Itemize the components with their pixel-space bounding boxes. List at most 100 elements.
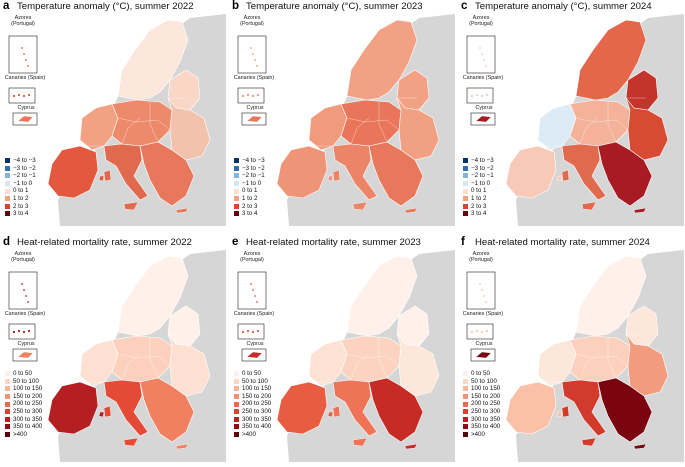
cyprus-island [475,115,492,123]
panel-letter: e [232,236,239,248]
canaries-island [241,330,245,334]
legend-swatch [234,203,239,209]
legend-swatch [463,196,468,202]
island-balkans [175,207,189,214]
legend-swatch [463,211,468,217]
legend-label: 200 to 250 [242,400,272,408]
azores-island [485,65,487,67]
island-balkans [175,443,189,450]
legend-item: −2 to −1 [463,172,494,180]
region-iberia [47,381,99,435]
legend-swatch [463,394,468,400]
azores-island [21,47,23,49]
island-south [103,169,112,182]
region-border [346,117,400,131]
region-balkans [139,141,195,207]
legend-label: 250 to 300 [242,407,272,415]
canaries-island [480,330,484,334]
panel-letter: d [3,236,11,248]
region-border [579,117,599,145]
azores-inset-frame [237,271,267,310]
legend-item: >400 [463,431,500,439]
island-south [581,437,597,447]
legend-item: −3 to −2 [234,165,265,173]
canaries-label: Canaries (Spain) [233,311,275,317]
legend-swatch [463,378,468,384]
canaries-island [241,94,245,98]
azores-island [479,283,481,285]
panel-letter: c [461,0,468,12]
legend-label: 100 to 150 [13,385,43,393]
azores-island [252,53,254,55]
legend-label: 0 to 1 [471,187,487,195]
azores-island [21,283,23,285]
europe-map [466,250,684,462]
azores-island [252,289,254,291]
legend-label: 2 to 3 [471,202,487,210]
region-south [332,143,378,201]
legend-item: >400 [234,431,271,439]
legend-swatch [5,424,10,430]
legend-item: 3 to 4 [234,210,265,218]
legend-item: −4 to −3 [463,157,494,165]
region-east [396,97,440,161]
panel-a: a Temperature anomaly (°C), summer 2022 Az… [0,0,226,226]
legend-swatch [234,386,239,392]
panel-b: b Temperature anomaly (°C), summer 2023 Az… [229,0,455,226]
legend-swatch [234,424,239,430]
legend-label: 250 to 300 [471,407,501,415]
legend-item: 3 to 4 [463,210,494,218]
legend-label: −1 to 0 [13,179,33,187]
legend-swatch [463,401,468,407]
canaries-island [12,94,16,98]
region-border [117,353,171,367]
canaries-label: Canaries (Spain) [233,75,275,81]
legend-item: 1 to 2 [463,195,494,203]
region-iberia [505,381,557,435]
map-legend: 0 to 50 50 to 100 100 to 150 150 to 200 200 … [5,370,42,438]
legend-item: 300 to 350 [463,416,500,424]
region-south [561,379,607,437]
island-iberia [98,175,105,182]
legend-swatch [463,181,468,187]
legend-label: −4 to −3 [13,157,36,164]
legend-swatch [5,432,10,438]
cyprus-label: Cyprus [475,341,493,347]
region-border [350,353,370,381]
region-east [167,333,211,397]
azores-island [481,289,483,291]
legend-swatch [463,203,468,209]
legend-item: 2 to 3 [5,203,36,211]
legend-item: 0 to 1 [463,187,494,195]
legend-label: 150 to 200 [242,392,272,400]
legend-item: 150 to 200 [234,393,271,401]
legend-swatch [463,409,468,415]
legend-swatch [463,158,468,164]
legend-item: 2 to 3 [463,203,494,211]
region-border [346,353,400,367]
cyprus-label: Cyprus [17,341,35,347]
region-balkans [597,141,653,207]
island-balkans [633,443,647,450]
legend-item: 50 to 100 [463,378,500,386]
canaries-inset-frame [466,87,494,104]
legend-swatch [234,188,239,194]
azores-island [27,301,29,303]
legend-label: 200 to 250 [471,400,501,408]
legend-label: 3 to 4 [242,210,258,218]
legend-swatch [463,188,468,194]
legend-label: 1 to 2 [471,194,487,202]
region-border [378,102,388,143]
region-east [625,333,669,397]
canaries-inset-frame [466,323,494,340]
canaries-island [246,329,250,333]
legend-label: 50 to 100 [13,377,39,385]
region-north [346,255,418,337]
canaries-island [12,330,16,334]
legend-swatch [5,371,10,377]
azores-island [250,283,252,285]
island-south [581,201,597,211]
panel-title: Temperature anomaly (°C), summer 2024 [475,1,652,12]
island-iberia [327,411,334,418]
region-north [575,19,647,101]
